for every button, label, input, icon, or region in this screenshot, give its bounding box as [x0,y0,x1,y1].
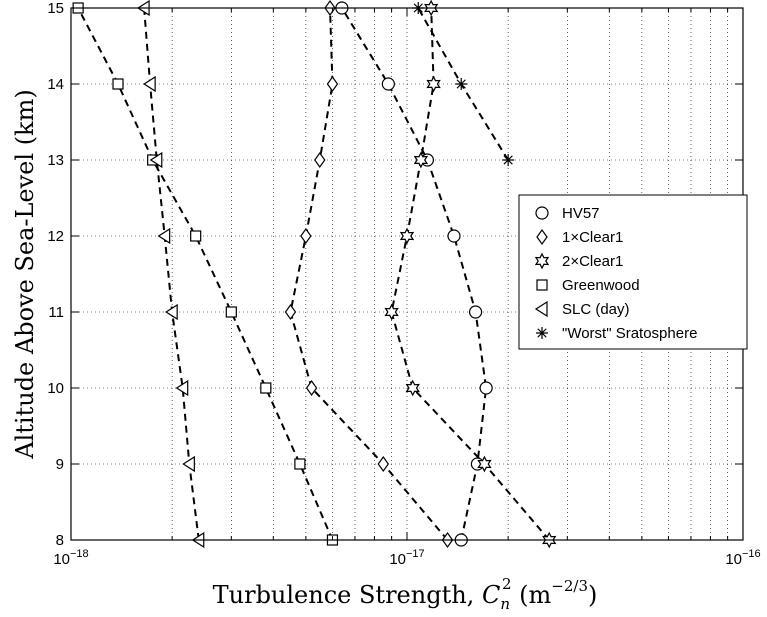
data-point-diamond [300,227,312,245]
data-point-asterisk [502,154,515,166]
data-point-triangle-left [165,303,178,321]
y-tick-label: 8 [56,532,64,549]
legend-marker-asterisk [536,327,548,339]
y-tick-label: 14 [47,76,64,93]
x-tick-label: 10−16 [725,548,760,568]
y-tick-label: 10 [47,380,64,397]
series-line [289,7,449,541]
y-axis-title: Altitude Above Sea-Level (km) [11,89,39,459]
data-point-diamond [377,455,390,473]
data-point-square [112,78,124,90]
data-point-triangle-left [175,379,189,397]
data-point-diamond [284,303,297,321]
ticks [70,7,744,541]
x-tick-label: 10−17 [389,548,424,568]
series-line [341,7,488,541]
legend-marker-diamond [536,228,548,246]
data-point-diamond [305,379,318,397]
series-layer [72,0,557,549]
legend-marker-triangle-left [534,300,548,318]
x-tick-label: 10−18 [53,548,88,568]
data-point-square [225,306,237,318]
legend: HV57 1×Clear1 2×Clear1 Greenwood SLC (day) "W… [518,194,748,350]
grid [71,8,743,540]
data-point-square [190,230,202,242]
series-line [143,7,200,541]
data-point-star6 [399,227,415,245]
data-point-circle [468,305,483,319]
series-line [77,7,334,541]
data-point-diamond [326,75,339,93]
tick-labels: 10−18 10−17 10−16 8 9 10 11 12 13 14 15 [47,0,760,568]
legend-marker-circle [535,206,549,220]
y-tick-label: 15 [47,0,64,17]
legend-label: Greenwood [562,277,640,294]
data-point-circle [447,229,461,243]
legend-box [518,194,748,350]
series-slc-day [136,0,205,549]
data-point-square [294,458,306,470]
data-point-star6 [426,75,441,93]
data-point-square [260,382,272,394]
data-point-triangle-left [182,455,195,473]
data-point-triangle-left [157,227,171,245]
legend-label: 2×Clear1 [562,253,623,270]
x-axis-title: Turbulence Strength, Cn2 (m−2/3) [213,575,598,613]
data-point-star6 [384,303,399,321]
data-point-triangle-left [149,151,163,169]
series-hv57 [335,1,493,547]
y-tick-label: 12 [47,228,64,245]
data-point-diamond [314,151,326,169]
data-point-star6 [405,379,420,397]
series-greenwood [72,2,339,546]
data-point-triangle-left [143,75,156,93]
series-1-clear1 [284,0,454,549]
data-point-star6 [413,151,429,169]
legend-label: HV57 [562,205,600,222]
legend-label: "Worst" Sratosphere [562,325,697,342]
legend-marker-square [536,279,548,291]
legend-label: SLC (day) [562,301,630,318]
legend-label: 1×Clear1 [562,229,623,246]
data-point-star6 [477,455,492,473]
legend-marker-star6 [534,252,550,270]
data-point-circle [381,77,395,91]
y-tick-label: 9 [56,456,64,473]
data-point-asterisk [455,78,468,90]
data-point-circle [479,381,493,395]
y-tick-label: 11 [48,304,64,321]
y-tick-label: 13 [47,152,64,169]
